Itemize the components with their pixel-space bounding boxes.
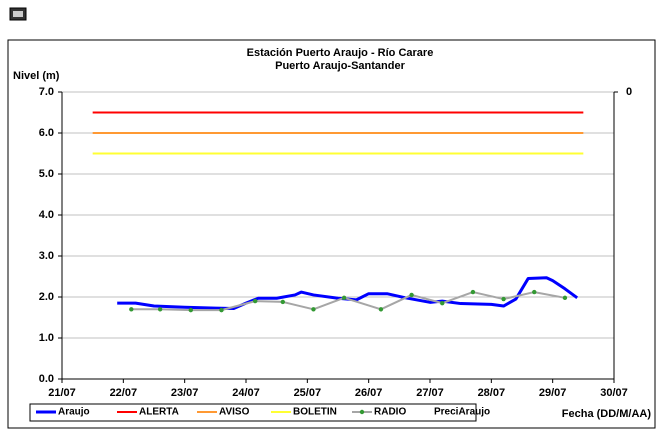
x-tick-label: 27/07 <box>416 387 444 399</box>
series-marker <box>129 307 134 312</box>
legend-label: Araujo <box>58 407 90 418</box>
x-axis-label: Fecha (DD/M/AA) <box>562 408 652 420</box>
series-marker <box>440 300 445 306</box>
legend-marker <box>359 409 365 415</box>
x-tick-label: 29/07 <box>539 387 567 399</box>
series-marker <box>562 295 568 301</box>
series-marker <box>311 307 316 312</box>
chart-title: Estación Puerto Araujo - Río Carare <box>247 47 434 59</box>
chart-frame <box>7 39 656 429</box>
series-marker <box>253 298 258 304</box>
legend-label: BOLETIN <box>293 407 337 418</box>
x-tick-label: 21/07 <box>48 387 76 399</box>
y-tick-label: 3.0 <box>39 250 54 262</box>
series-marker <box>532 289 537 295</box>
chart-subtitle: Puerto Araujo-Santander <box>275 60 405 72</box>
legend-label: AVISO <box>219 407 250 418</box>
x-tick-label: 24/07 <box>232 387 260 399</box>
x-tick-label: 22/07 <box>110 387 138 399</box>
series-marker <box>470 289 476 295</box>
series-marker <box>188 307 193 313</box>
y-tick-label: 0.0 <box>39 373 54 385</box>
legend-label: ALERTA <box>139 407 179 418</box>
series-marker <box>409 292 414 298</box>
y-tick-label: 7.0 <box>39 86 54 98</box>
y-tick-label: 1.0 <box>39 332 54 344</box>
y-tick-label: 5.0 <box>39 168 54 180</box>
series-marker <box>341 295 347 301</box>
series-marker <box>280 299 285 305</box>
y-tick-label: 4.0 <box>39 209 54 221</box>
y-axis-label: Nivel (m) <box>13 70 60 82</box>
y-tick-label: 6.0 <box>39 127 54 139</box>
y2-tick-label: 0 <box>626 86 632 98</box>
series-marker <box>219 307 224 313</box>
x-tick-label: 30/07 <box>600 387 628 399</box>
x-tick-label: 26/07 <box>355 387 383 399</box>
legend-label: RADIO <box>374 407 406 418</box>
series-marker <box>378 307 384 312</box>
x-tick-label: 28/07 <box>478 387 506 399</box>
app-icon <box>9 7 27 21</box>
y-tick-label: 2.0 <box>39 291 54 303</box>
series-marker <box>501 296 506 302</box>
x-tick-label: 25/07 <box>294 387 322 399</box>
legend <box>29 403 477 422</box>
x-tick-label: 23/07 <box>171 387 199 399</box>
legend-label: PreciAraujo <box>434 407 490 418</box>
series-marker <box>157 307 163 312</box>
